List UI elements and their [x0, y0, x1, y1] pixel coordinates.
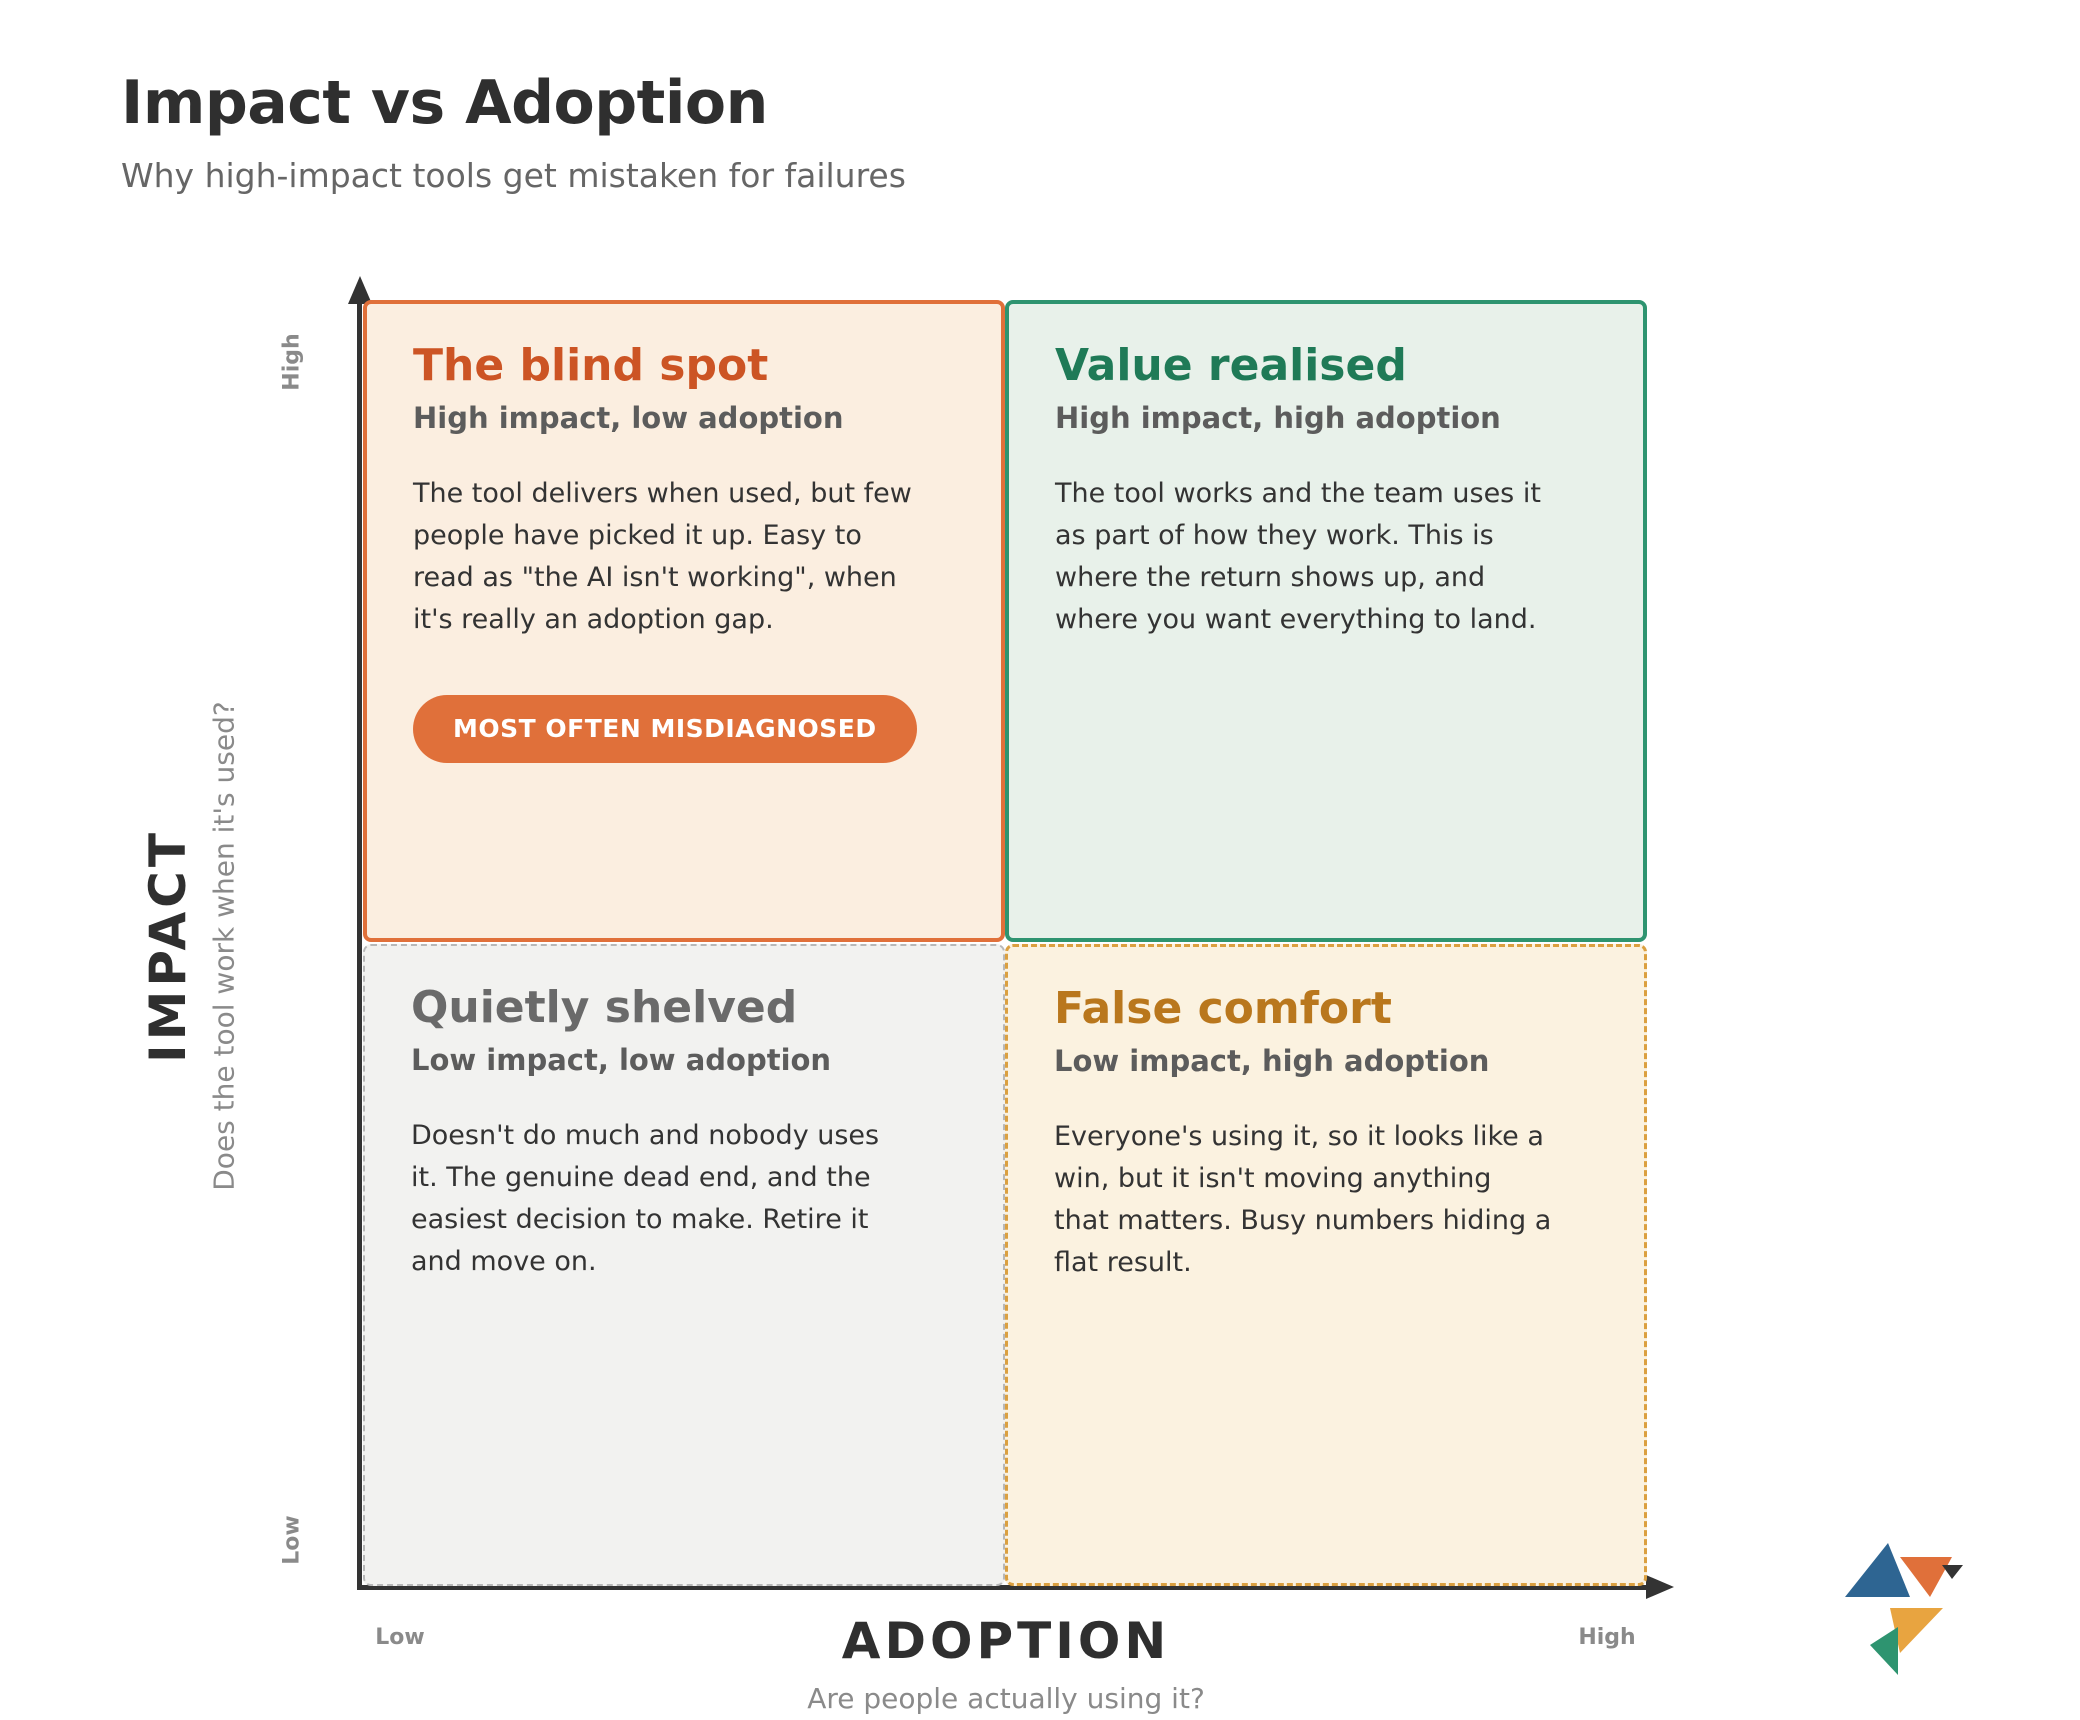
x-axis-subtitle: Are people actually using it?	[807, 1682, 1205, 1715]
quadrant-false-comfort: False comfort Low impact, high adoption …	[1005, 944, 1647, 1586]
y-axis-low-label: Low	[279, 1515, 305, 1565]
page-title: Impact vs Adoption	[121, 68, 768, 138]
quadrant-subtitle: High impact, high adoption	[1055, 401, 1501, 435]
x-axis-title: ADOPTION	[841, 1612, 1171, 1670]
quadrant-title: Quietly shelved	[411, 982, 798, 1033]
x-axis-line	[357, 1585, 1657, 1590]
quadrant-description: Everyone's using it, so it looks like a …	[1054, 1121, 1552, 1278]
quadrant-value-realised: Value realised High impact, high adoptio…	[1005, 300, 1647, 942]
quadrant-description: The tool delivers when used, but few peo…	[413, 478, 912, 635]
quadrant-title: The blind spot	[413, 340, 769, 391]
x-axis-high-label: High	[1578, 1625, 1636, 1650]
y-axis-title: IMPACT	[139, 829, 197, 1063]
quadrant-title: False comfort	[1054, 983, 1392, 1034]
page-subtitle: Why high-impact tools get mistaken for f…	[121, 156, 906, 195]
y-axis-arrow-icon	[348, 276, 372, 304]
quadrant-blind-spot: The blind spot High impact, low adoption…	[363, 300, 1005, 942]
y-axis-high-label: High	[279, 333, 305, 391]
y-axis-subtitle: Does the tool work when it's used?	[207, 701, 241, 1191]
misdiagnosed-badge: MOST OFTEN MISDIAGNOSED	[413, 695, 917, 763]
quadrant-description: The tool works and the team uses it as p…	[1055, 478, 1541, 635]
origami-bird-logo-icon	[1845, 1543, 1963, 1675]
quadrant-subtitle: Low impact, high adoption	[1054, 1044, 1490, 1078]
quadrant-quietly-shelved: Quietly shelved Low impact, low adoption…	[363, 944, 1005, 1586]
quadrant-title: Value realised	[1055, 340, 1407, 391]
quadrant-subtitle: Low impact, low adoption	[411, 1043, 832, 1077]
quadrant-description: Doesn't do much and nobody uses it. The …	[411, 1120, 880, 1277]
y-axis-line	[357, 300, 362, 1590]
x-axis-low-label: Low	[375, 1625, 425, 1650]
x-axis-arrow-icon	[1646, 1575, 1674, 1599]
quadrant-subtitle: High impact, low adoption	[413, 401, 844, 435]
